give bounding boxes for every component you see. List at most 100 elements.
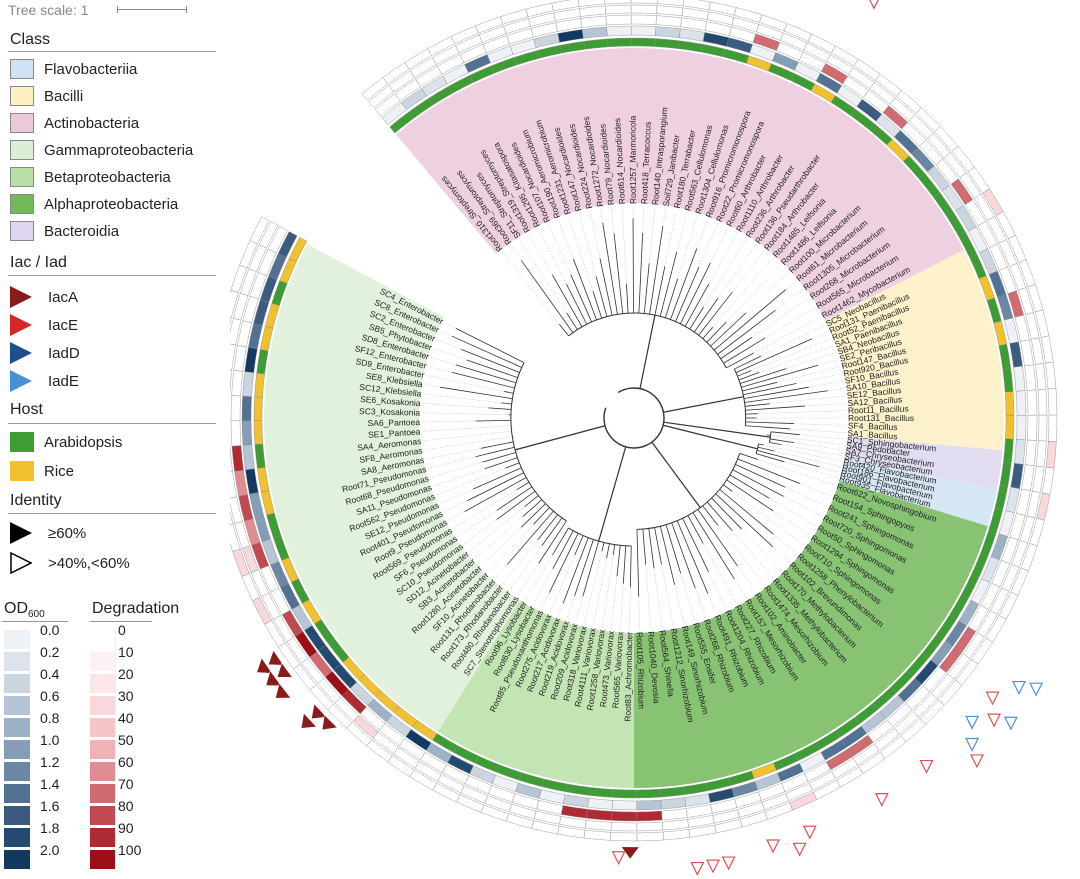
leaf-guide-line: [533, 568, 554, 605]
ring-cell-od: [241, 395, 252, 421]
marker-open-triangle: [869, 0, 879, 10]
ring-cell-deg3: [1041, 466, 1055, 495]
class-swatch: [10, 140, 34, 160]
ring-cell-host: [588, 787, 614, 798]
leaf-guide-line: [662, 208, 666, 227]
iac-legend-divider: [8, 275, 216, 276]
leaf-guide-line: [674, 584, 685, 625]
class-legend-label: Bacilli: [44, 87, 84, 105]
leaf-guide-line: [757, 410, 846, 414]
leaf-guide-line: [819, 466, 840, 473]
terminal-branch: [676, 520, 709, 594]
identity-legend-title: Identity: [10, 492, 62, 509]
terminal-branch: [595, 276, 608, 317]
tree-scale-bar: [117, 6, 187, 13]
annotation-rings: [230, 0, 1058, 842]
terminal-branch: [654, 527, 662, 565]
terminal-branch: [732, 469, 784, 497]
leaf-guide-line: [766, 434, 845, 446]
ring-cell-deg: [630, 14, 657, 25]
leaf-label: Root83_Achromobacter: [622, 632, 634, 722]
leaf-guide-line: [760, 324, 825, 357]
terminal-branch: [702, 327, 713, 339]
terminal-branch: [599, 258, 613, 316]
class-swatch: [10, 221, 34, 241]
terminal-branch: [659, 251, 678, 317]
od-ramp-label: 0.6: [40, 688, 60, 704]
marker-triangle-iaca: [321, 714, 338, 731]
ring-cell-host: [999, 461, 1012, 487]
ring-cell-deg: [231, 445, 244, 472]
class-legend-label: Flavobacteriia: [44, 60, 138, 78]
class-legend-item-bacteroidia: Bacteroidia: [10, 219, 119, 243]
ring-cell-od: [563, 794, 589, 808]
terminal-branch: [552, 274, 583, 327]
terminal-branch: [697, 509, 738, 567]
terminal-branch: [480, 441, 514, 449]
ring-cell-deg2: [1035, 440, 1047, 468]
ring-cell-host: [253, 420, 264, 445]
terminal-branch: [643, 263, 650, 314]
clade-sector-gammaproteobacteria: [263, 244, 521, 732]
terminal-branch: [675, 266, 700, 322]
class-legend-label: Actinobacteria: [44, 114, 140, 132]
leaf-guide-line: [784, 486, 827, 507]
terminal-branch: [472, 467, 522, 490]
identity-legend-label: >40%,<60%: [48, 554, 130, 572]
ring-cell-host: [998, 343, 1011, 370]
leaf-guide-line: [648, 206, 655, 264]
ring-cell-deg3: [610, 832, 638, 842]
od-ramp-label: 0.2: [40, 644, 60, 660]
terminal-branch: [758, 443, 764, 446]
ring-cell-host: [659, 786, 685, 798]
leaf-guide-line: [757, 459, 836, 486]
degradation-ramp-cell: [90, 828, 116, 848]
terminal-branch: [723, 484, 733, 492]
terminal-branch: [524, 495, 539, 508]
terminal-branch: [671, 522, 696, 589]
leaf-label: SF4_Bacillus: [848, 420, 898, 432]
terminal-branch: [504, 391, 514, 394]
iac-legend-title: Iac / Iad: [10, 254, 67, 271]
terminal-branch: [659, 526, 675, 585]
leaf-guide-line: [680, 573, 696, 622]
clade-stem-branch: [663, 396, 744, 413]
host-legend-label: Rice: [44, 462, 75, 480]
iac-legend-item-iaca: IacA: [10, 285, 78, 309]
leaf-guide-line: [538, 228, 567, 285]
leaf-guide-line: [796, 373, 842, 384]
leaf-guide-line: [793, 442, 844, 451]
od-ramp-cell: [4, 850, 30, 870]
class-swatch: [10, 194, 34, 214]
leaf-label: SE1_Pantoea: [368, 426, 421, 439]
terminal-branch: [638, 232, 644, 314]
clade-branch-arc: [510, 362, 567, 522]
clade-sector-actinobacteria: [396, 48, 964, 321]
class-legend-divider: [8, 51, 216, 52]
leaf-guide-line: [611, 207, 615, 234]
leaf-guide-line: [502, 539, 538, 585]
identity-legend-divider: [8, 513, 216, 514]
degradation-legend-title: Degradation: [92, 600, 180, 617]
terminal-branch: [501, 402, 512, 405]
leaf-guide-line: [549, 554, 575, 613]
leaf-guide-line: [703, 238, 747, 308]
leaf-label: SE6_Kosakonia: [360, 394, 421, 408]
leaf-guide-line: [664, 210, 677, 267]
terminal-branch: [533, 507, 550, 525]
ring-cell-host: [607, 37, 632, 48]
ring-cell-deg: [230, 420, 242, 447]
iac-legend-item-iace: IacE: [10, 313, 78, 337]
host-legend-label: Arabidopsis: [44, 433, 123, 451]
terminal-branch: [482, 452, 516, 463]
degradation-ramp-label: 10: [118, 644, 134, 660]
leaf-guide-line: [525, 554, 553, 601]
marker-open-triangle: [969, 754, 984, 769]
terminal-branch: [737, 458, 800, 484]
clade-stem-branch: [514, 425, 606, 451]
degradation-ramp-cell: [90, 740, 116, 760]
terminal-branch: [601, 542, 605, 552]
terminal-branch: [713, 289, 787, 351]
circular-phylogenetic-tree: Root1310_StreptomycesRoot369_Streptomyce…: [230, 0, 1058, 876]
ring-cell-deg3: [1048, 414, 1058, 442]
